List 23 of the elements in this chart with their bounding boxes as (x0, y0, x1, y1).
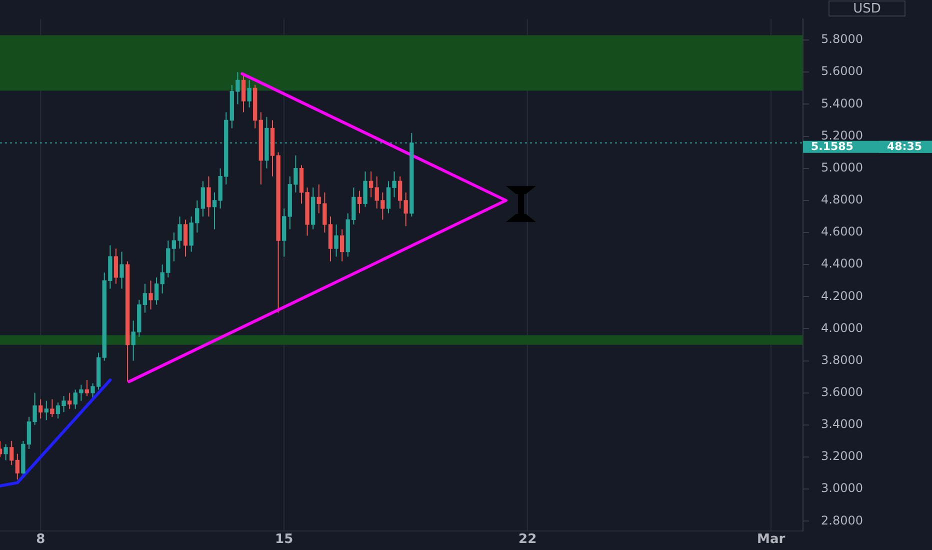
y-tick-label: 4.4000 (821, 256, 863, 271)
y-tick-label: 5.8000 (821, 32, 863, 46)
y-tick-label: 3.0000 (821, 481, 863, 496)
y-tick-label: 5.0000 (821, 160, 863, 174)
y-tick-label: 5.6000 (821, 64, 863, 78)
x-tick-label: 8 (36, 532, 46, 547)
y-tick-label: 2.8000 (821, 513, 863, 528)
text: 48:35 (887, 140, 922, 153)
ref-line-label: 5.1585 (811, 140, 854, 153)
y-tick-label: 5.4000 (821, 96, 863, 110)
y-tick-label: 4.2000 (821, 288, 863, 303)
x-tick-label: 15 (275, 532, 294, 547)
y-tick-label: 5.2000 (821, 128, 863, 142)
y-tick-label: 4.6000 (821, 224, 863, 239)
y-tick-label: 3.8000 (821, 352, 863, 367)
y-tick-label: 4.8000 (821, 192, 863, 207)
y-axis-title: USD (853, 1, 881, 16)
y-tick-label: 3.2000 (821, 449, 863, 464)
x-tick-label: Mar (757, 532, 786, 547)
y-tick-label: 3.6000 (821, 385, 863, 399)
x-tick-label: 22 (518, 532, 537, 547)
y-tick-label: 4.0000 (821, 320, 863, 335)
y-tick-label: 3.4000 (821, 417, 863, 432)
